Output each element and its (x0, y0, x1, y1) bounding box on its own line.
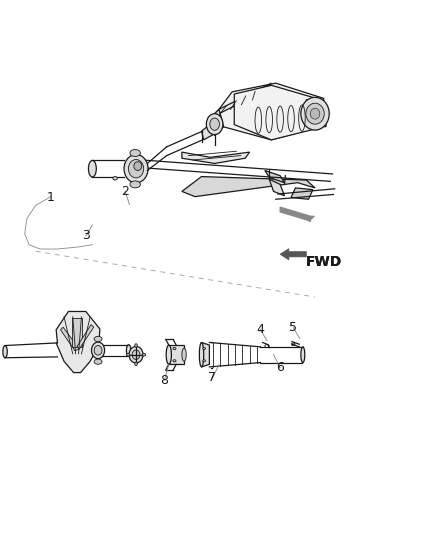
Polygon shape (280, 248, 306, 260)
Ellipse shape (206, 114, 223, 135)
Ellipse shape (94, 359, 102, 364)
Ellipse shape (199, 343, 204, 367)
Text: 6: 6 (276, 361, 284, 374)
Text: 2: 2 (121, 185, 129, 198)
Polygon shape (210, 83, 272, 118)
Ellipse shape (203, 360, 205, 362)
Ellipse shape (135, 362, 138, 366)
Ellipse shape (113, 176, 117, 180)
Ellipse shape (92, 342, 105, 359)
Ellipse shape (173, 360, 176, 362)
Text: 3: 3 (82, 229, 90, 243)
Ellipse shape (94, 336, 102, 342)
Text: FWD: FWD (306, 255, 342, 269)
Ellipse shape (130, 181, 141, 188)
Polygon shape (201, 343, 209, 367)
Ellipse shape (173, 348, 176, 350)
Ellipse shape (127, 345, 131, 356)
Polygon shape (182, 152, 250, 164)
Ellipse shape (88, 160, 96, 177)
Ellipse shape (128, 159, 144, 178)
Polygon shape (201, 124, 223, 140)
Ellipse shape (210, 118, 219, 130)
Polygon shape (269, 179, 285, 196)
Polygon shape (280, 207, 314, 221)
Ellipse shape (127, 353, 130, 356)
Polygon shape (182, 176, 315, 197)
Ellipse shape (3, 345, 7, 358)
Polygon shape (72, 318, 82, 348)
Ellipse shape (124, 155, 148, 183)
Polygon shape (210, 109, 223, 135)
Ellipse shape (306, 103, 324, 124)
Polygon shape (219, 83, 324, 140)
Ellipse shape (166, 345, 171, 364)
Polygon shape (291, 188, 313, 199)
Text: FWD: FWD (306, 255, 342, 269)
Polygon shape (265, 171, 285, 183)
Ellipse shape (182, 348, 186, 361)
Ellipse shape (142, 353, 146, 356)
Polygon shape (60, 327, 79, 351)
Polygon shape (234, 85, 324, 140)
Ellipse shape (130, 149, 141, 157)
Text: 7: 7 (208, 372, 216, 384)
Text: 4: 4 (257, 324, 265, 336)
Text: 1: 1 (47, 191, 55, 204)
Ellipse shape (301, 98, 329, 130)
Ellipse shape (301, 347, 305, 362)
Ellipse shape (132, 350, 140, 359)
Ellipse shape (135, 344, 138, 348)
Text: 5: 5 (289, 321, 297, 334)
Polygon shape (169, 345, 184, 364)
Ellipse shape (94, 345, 102, 355)
Ellipse shape (134, 161, 142, 171)
Polygon shape (77, 325, 94, 349)
Polygon shape (56, 311, 100, 373)
Ellipse shape (203, 348, 205, 350)
Polygon shape (306, 100, 326, 127)
Text: 8: 8 (160, 374, 169, 386)
Ellipse shape (291, 343, 295, 345)
Ellipse shape (310, 108, 320, 119)
Ellipse shape (129, 346, 143, 363)
